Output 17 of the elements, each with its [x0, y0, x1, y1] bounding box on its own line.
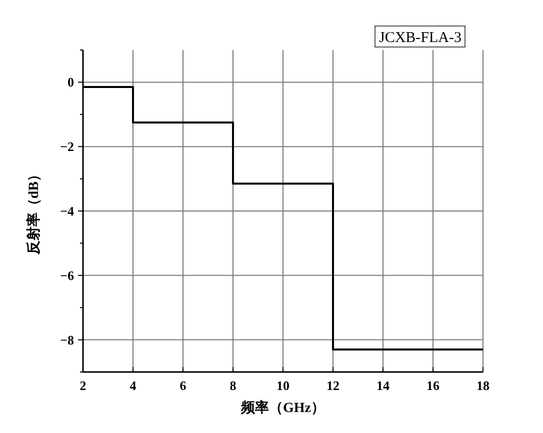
x-tick-label: 12 [326, 378, 340, 393]
y-tick-label: −8 [60, 332, 74, 348]
x-tick-label: 14 [376, 378, 390, 393]
y-tick-label: 0 [68, 74, 74, 90]
y-tick-label: −4 [60, 204, 74, 218]
x-tick-label: 8 [230, 378, 237, 393]
x-tick-label: 18 [476, 378, 490, 393]
text: JCXB-FLA-3 [379, 30, 462, 46]
x-axis-title: 频率（GHz） [240, 399, 325, 416]
x-tick-label: 10 [276, 378, 290, 393]
y-tick-label: −2 [60, 139, 74, 154]
x-tick-label: 4 [130, 378, 137, 393]
x-tick-label: 6 [180, 378, 187, 393]
x-tick-label: 16 [426, 378, 440, 393]
y-axis-title: 反射率（dB） [25, 167, 42, 256]
y-tick-label: −6 [60, 268, 74, 283]
x-tick-label: 2 [80, 378, 86, 393]
